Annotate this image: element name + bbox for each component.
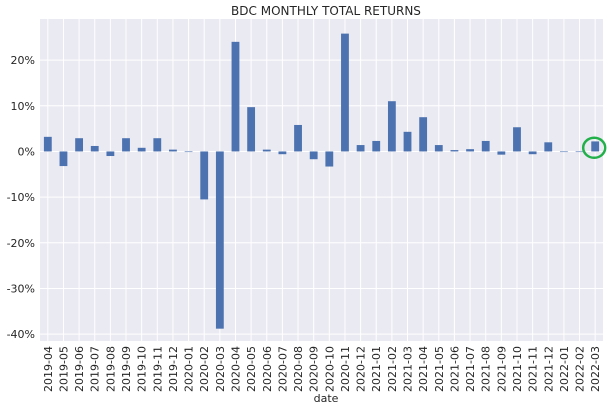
bar-2019-06 — [75, 138, 84, 152]
x-tick-label: 2019-11 — [151, 346, 164, 392]
x-tick-label: 2021-09 — [495, 346, 508, 392]
x-tick-label: 2021-02 — [386, 346, 399, 392]
x-tick-label: 2020-11 — [339, 346, 352, 392]
bar-2019-10 — [137, 147, 146, 152]
y-tick-label: -40% — [7, 328, 35, 341]
bar-2021-10 — [513, 127, 521, 152]
bar-2019-05 — [59, 151, 68, 167]
bar-2021-11 — [528, 151, 537, 155]
x-tick-label: 2022-02 — [574, 346, 587, 392]
x-tick-label: 2020-05 — [245, 346, 258, 392]
bar-2021-09 — [497, 151, 506, 155]
bar-2020-10 — [325, 151, 334, 167]
bar-2021-12 — [544, 142, 553, 152]
chart-title: BDC MONTHLY TOTAL RETURNS — [231, 4, 421, 18]
bar-2020-06 — [262, 149, 271, 152]
bar-2020-09 — [309, 151, 318, 160]
bar-2019-08 — [106, 151, 115, 157]
x-tick-label: 2020-02 — [198, 346, 211, 392]
bar-2021-01 — [372, 140, 381, 152]
x-tick-label: 2022-03 — [589, 346, 602, 392]
x-tick-label: 2020-03 — [214, 346, 227, 392]
bar-2021-02 — [387, 101, 396, 152]
bar-2022-02 — [575, 151, 584, 153]
x-tick-label: 2021-08 — [480, 346, 493, 392]
bar-2020-03 — [215, 151, 224, 329]
bar-2022-03 — [591, 141, 600, 152]
x-tick-label: 2020-06 — [261, 346, 274, 392]
x-tick-label: 2021-05 — [433, 346, 446, 392]
x-tick-label: 2020-10 — [323, 346, 336, 392]
bar-2020-11 — [341, 33, 349, 152]
x-tick-label: 2019-06 — [73, 346, 86, 392]
y-tick-label: -20% — [7, 237, 35, 250]
bar-2019-07 — [90, 145, 99, 152]
y-tick-label: -30% — [7, 282, 35, 295]
x-tick-label: 2020-12 — [355, 346, 368, 392]
highlight-annotation — [581, 136, 607, 160]
bar-2021-03 — [403, 131, 412, 152]
y-tick-label: -10% — [7, 191, 35, 204]
y-axis-ticks: -40% -30% -20% -10% 0% 10% 20% — [7, 54, 35, 341]
x-tick-label: 2019-05 — [57, 346, 70, 392]
x-tick-label: 2020-01 — [183, 346, 196, 392]
x-tick-label: 2019-12 — [167, 346, 180, 392]
x-tick-label: 2020-07 — [276, 346, 289, 392]
bar-2021-06 — [450, 150, 459, 152]
bar-2020-01 — [184, 151, 193, 153]
x-tick-label: 2021-03 — [402, 346, 415, 392]
bar-2021-05 — [434, 145, 443, 152]
bar-2021-04 — [419, 117, 428, 152]
x-tick-label: 2021-01 — [370, 346, 383, 392]
y-tick-label: 0% — [18, 145, 35, 158]
bar-2020-02 — [200, 151, 209, 200]
x-tick-label: 2021-04 — [417, 346, 430, 392]
bar-2022-01 — [559, 151, 568, 153]
bar-2021-08 — [481, 140, 490, 152]
x-tick-label: 2020-08 — [292, 346, 305, 392]
x-tick-label: 2022-01 — [558, 346, 571, 392]
x-tick-label: 2021-06 — [448, 346, 461, 392]
grid-lines — [40, 19, 603, 341]
bar-2021-07 — [466, 149, 474, 152]
x-axis-ticks: 2019-04 2019-05 2019-06 2019-07 2019-08 2019-… — [42, 346, 602, 392]
x-tick-label: 2019-09 — [120, 346, 133, 392]
x-axis-label: date — [314, 392, 339, 405]
x-tick-label: 2021-11 — [527, 346, 540, 392]
bar-2020-05 — [247, 107, 256, 152]
highlight-circle — [581, 136, 607, 160]
x-tick-label: 2019-07 — [89, 346, 102, 392]
bar-2019-11 — [153, 138, 162, 152]
y-tick-label: 10% — [11, 100, 35, 113]
bar-2020-07 — [278, 151, 287, 155]
x-tick-label: 2021-10 — [511, 346, 524, 392]
bar-2020-04 — [231, 41, 240, 152]
x-tick-label: 2020-09 — [308, 346, 321, 392]
bar-2019-04 — [43, 136, 52, 152]
x-tick-label: 2021-07 — [464, 346, 477, 392]
bar-2020-12 — [356, 145, 365, 152]
bar-2020-08 — [294, 124, 302, 152]
x-tick-label: 2019-08 — [104, 346, 117, 392]
x-tick-label: 2019-10 — [136, 346, 149, 392]
x-tick-label: 2020-04 — [229, 346, 242, 392]
y-tick-label: 20% — [11, 54, 35, 67]
bar-2019-12 — [169, 149, 177, 152]
bar-2019-09 — [122, 138, 130, 152]
bars — [43, 33, 600, 329]
plot-area — [40, 19, 603, 341]
x-tick-label: 2021-12 — [542, 346, 555, 392]
x-tick-label: 2019-04 — [42, 346, 55, 392]
